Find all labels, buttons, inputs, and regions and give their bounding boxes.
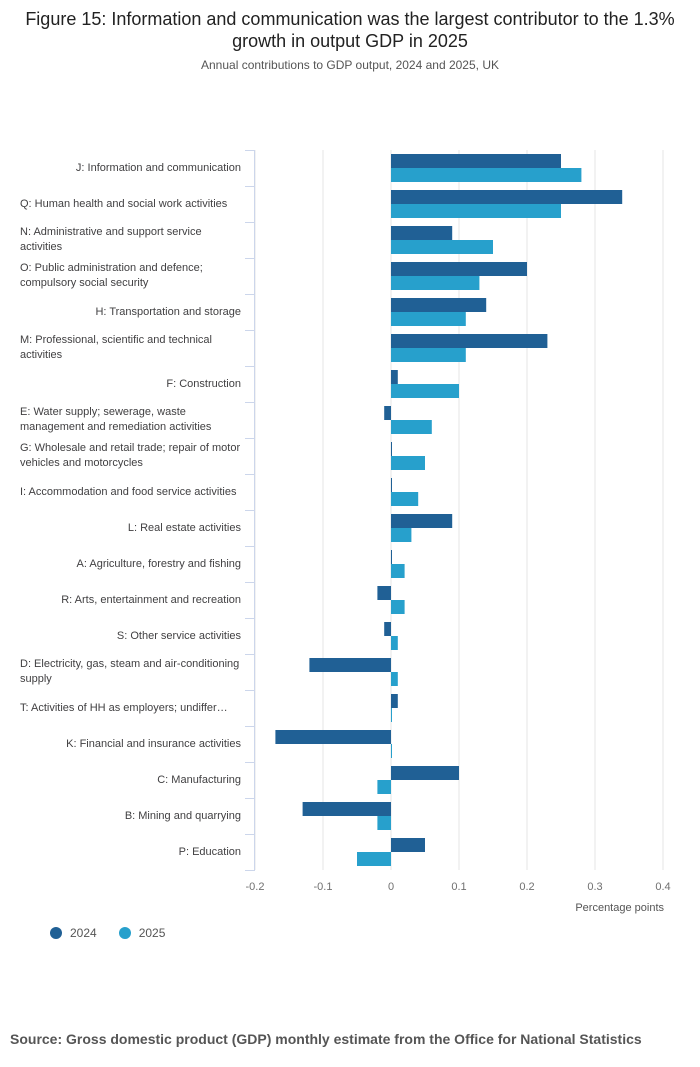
bar-2024-15 bbox=[391, 694, 398, 708]
category-label: R: Arts, entertainment and recreation bbox=[61, 593, 241, 606]
bar-2024-7 bbox=[384, 406, 391, 420]
source-note: Source: Gross domestic product (GDP) mon… bbox=[10, 1031, 642, 1047]
legend-item-2025[interactable]: 2025 bbox=[118, 926, 166, 940]
bar-2024-14 bbox=[309, 658, 391, 672]
x-axis-title: Percentage points bbox=[575, 902, 664, 914]
category-label: F: Construction bbox=[166, 377, 241, 390]
bar-2025-15 bbox=[391, 708, 392, 722]
bar-2024-9 bbox=[391, 478, 392, 492]
bar-2024-17 bbox=[391, 766, 459, 780]
category-label: S: Other service activities bbox=[116, 629, 241, 642]
bar-2024-12 bbox=[377, 586, 391, 600]
x-tick-label: -0.2 bbox=[246, 881, 265, 893]
category-label: M: Professional, scientific and technica… bbox=[20, 334, 212, 361]
bar-2024-5 bbox=[391, 334, 548, 348]
category-label: L: Real estate activities bbox=[127, 521, 241, 534]
bar-2025-4 bbox=[391, 312, 466, 326]
bar-2024-3 bbox=[391, 262, 527, 276]
bar-2025-19 bbox=[357, 852, 391, 866]
category-label: D: Electricity, gas, steam and air-condi… bbox=[20, 658, 240, 685]
bar-2025-6 bbox=[391, 384, 459, 398]
x-tick-label: 0.2 bbox=[519, 881, 534, 893]
bar-2024-10 bbox=[391, 514, 453, 528]
category-label: H: Transportation and storage bbox=[95, 305, 241, 318]
x-tick-label: 0.3 bbox=[587, 881, 602, 893]
bar-2025-5 bbox=[391, 348, 466, 362]
category-label: O: Public administration and defence; co… bbox=[20, 262, 203, 289]
category-label: P: Education bbox=[178, 845, 241, 858]
bar-2025-18 bbox=[377, 816, 391, 830]
legend-label: 2025 bbox=[138, 926, 166, 940]
legend-item-2024[interactable]: 2024 bbox=[50, 926, 97, 940]
x-tick-label: -0.1 bbox=[314, 881, 333, 893]
category-label: I: Accommodation and food service activi… bbox=[20, 485, 237, 498]
category-label: N: Administrative and support service ac… bbox=[20, 226, 202, 253]
category-label: K: Financial and insurance activities bbox=[66, 737, 241, 750]
category-label: T: Activities of HH as employers; undiff… bbox=[20, 701, 228, 714]
bar-2024-4 bbox=[391, 298, 487, 312]
legend: 2024 2025 bbox=[50, 926, 165, 940]
category-label: B: Mining and quarrying bbox=[124, 809, 241, 822]
bar-2025-0 bbox=[391, 168, 582, 182]
category-label: Q: Human health and social work activiti… bbox=[20, 197, 228, 210]
bar-2025-2 bbox=[391, 240, 493, 254]
category-label: G: Wholesale and retail trade; repair of… bbox=[20, 442, 241, 469]
legend-marker bbox=[50, 927, 62, 939]
x-tick-label: 0.1 bbox=[451, 881, 466, 893]
bar-2024-18 bbox=[302, 802, 391, 816]
x-tick-label: 0.4 bbox=[655, 881, 670, 893]
chart-title: Figure 15: Information and communication… bbox=[25, 9, 675, 51]
bar-2024-19 bbox=[391, 838, 425, 852]
chart-subtitle: Annual contributions to GDP output, 2024… bbox=[201, 58, 499, 72]
category-label: A: Agriculture, forestry and fishing bbox=[76, 557, 241, 570]
bar-2025-13 bbox=[391, 636, 398, 650]
x-tick-label: 0 bbox=[388, 881, 394, 893]
bar-2024-1 bbox=[391, 190, 623, 204]
bar-2025-3 bbox=[391, 276, 480, 290]
bar-2024-6 bbox=[391, 370, 398, 384]
bar-2025-11 bbox=[391, 564, 405, 578]
bar-2024-8 bbox=[391, 442, 392, 456]
bar-2025-16 bbox=[391, 744, 392, 758]
legend-label: 2024 bbox=[70, 926, 97, 940]
bar-2025-1 bbox=[391, 204, 561, 218]
bar-2025-14 bbox=[391, 672, 398, 686]
bar-2025-17 bbox=[377, 780, 391, 794]
bar-2024-11 bbox=[391, 550, 392, 564]
bar-2024-13 bbox=[384, 622, 391, 636]
bar-2025-8 bbox=[391, 456, 425, 470]
legend-marker bbox=[118, 927, 131, 939]
bar-2024-0 bbox=[391, 154, 561, 168]
bar-2025-9 bbox=[391, 492, 419, 506]
bar-2025-7 bbox=[391, 420, 432, 434]
bar-2024-2 bbox=[391, 226, 453, 240]
category-label: C: Manufacturing bbox=[157, 773, 241, 786]
bar-2025-10 bbox=[391, 528, 412, 542]
bar-2025-12 bbox=[391, 600, 405, 614]
category-label: J: Information and communication bbox=[75, 161, 241, 174]
category-label: E: Water supply; sewerage, waste managem… bbox=[20, 406, 212, 433]
bar-2024-16 bbox=[275, 730, 391, 744]
